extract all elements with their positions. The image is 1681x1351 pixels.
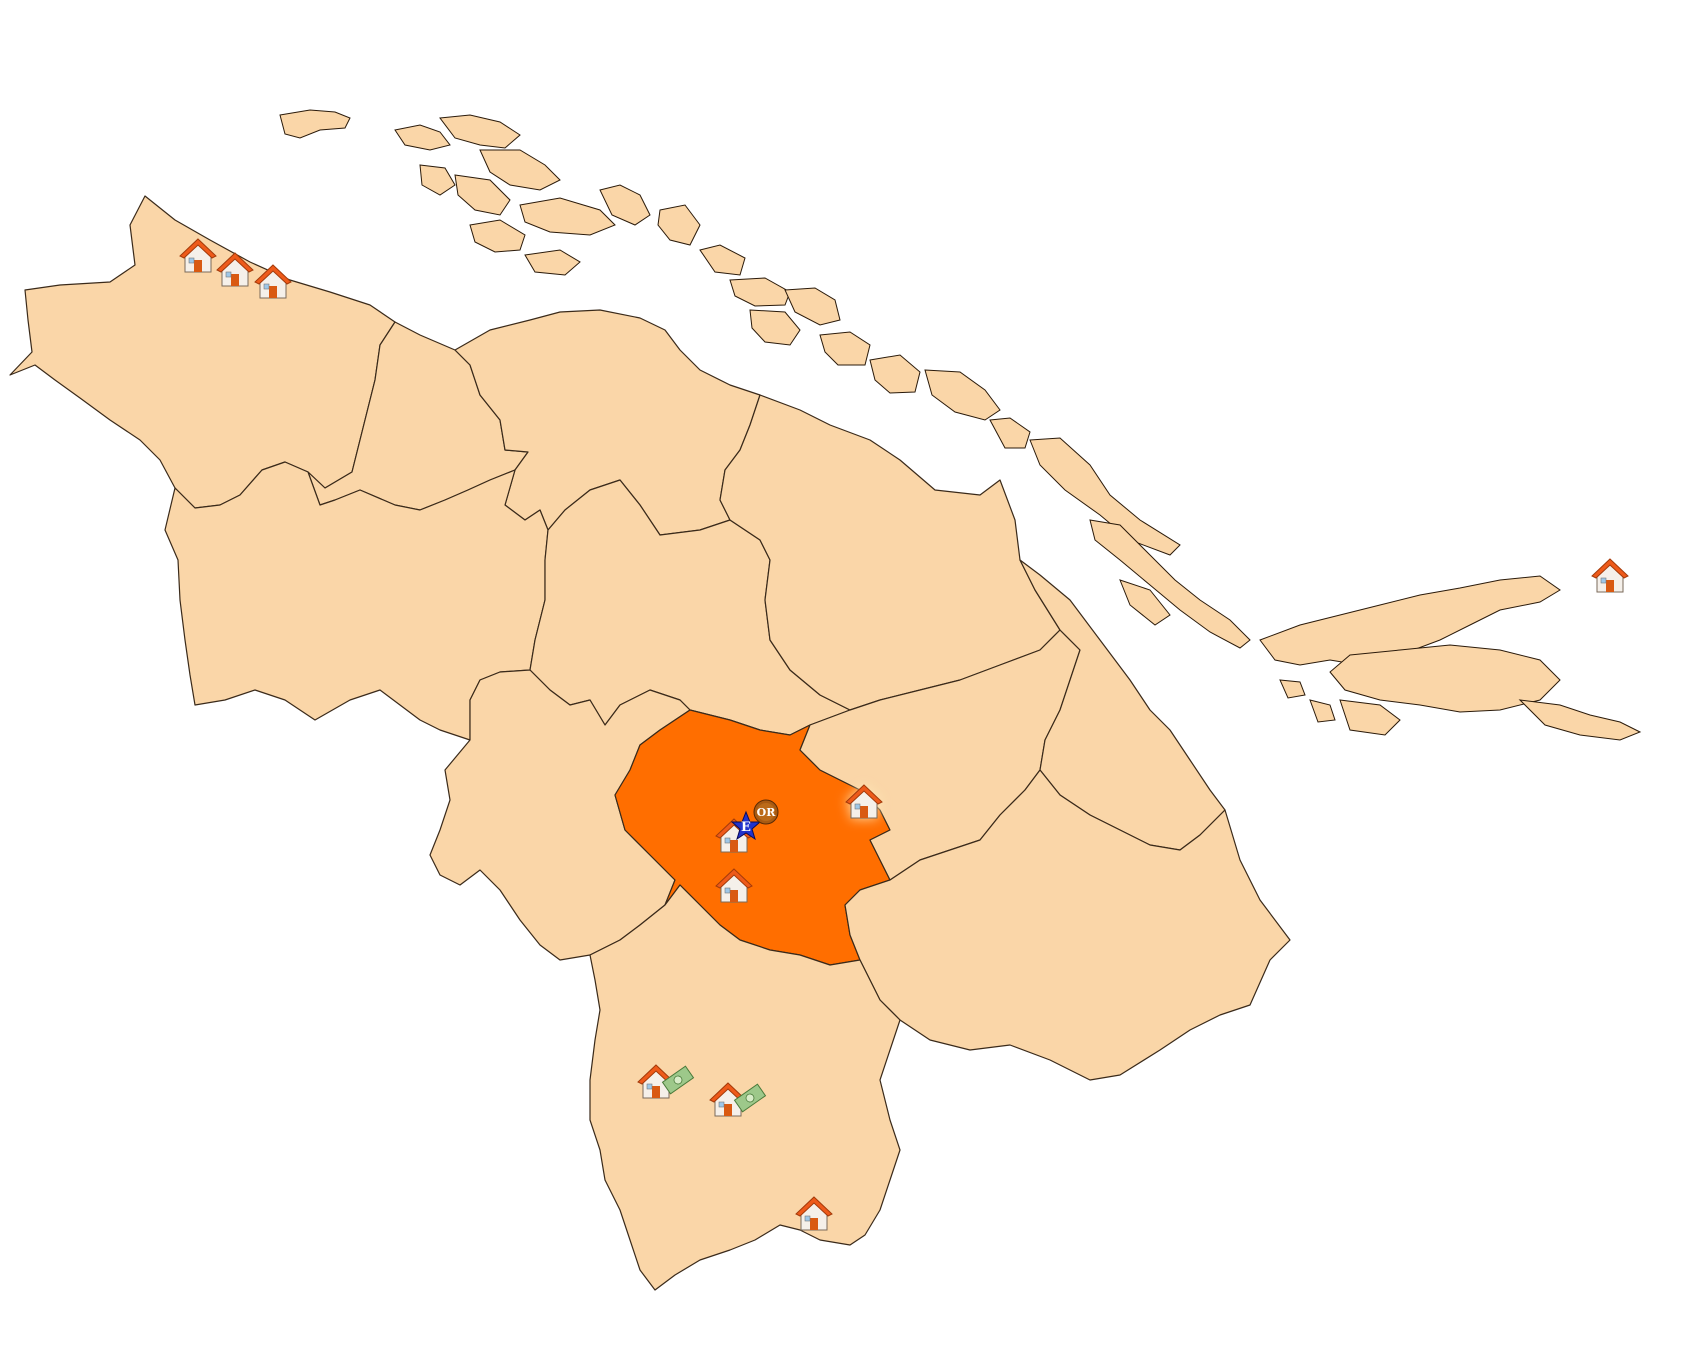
house-icon: [179, 238, 217, 273]
map-marker-4[interactable]: [1590, 556, 1630, 596]
map-marker-9[interactable]: [708, 1076, 768, 1122]
province-regions: [9, 195, 1291, 1291]
map-marker-1[interactable]: [178, 236, 218, 276]
house-icon: [216, 252, 254, 287]
region-south[interactable]: [589, 884, 901, 1291]
map-marker-5[interactable]: E OR: [714, 798, 784, 858]
house-icon: [1591, 558, 1629, 593]
house-icon: [254, 264, 292, 299]
map-marker-8[interactable]: [636, 1058, 696, 1104]
map-marker-10[interactable]: [794, 1194, 834, 1234]
money-icon: [661, 1065, 695, 1095]
circle-badge-label: OR: [757, 806, 777, 819]
map-marker-6[interactable]: [844, 782, 884, 822]
northern-cays: [279, 109, 1642, 741]
map-marker-2[interactable]: [215, 250, 255, 290]
house-icon: E OR: [715, 799, 779, 853]
map-marker-7[interactable]: [714, 866, 754, 906]
star-badge-label: E: [741, 820, 751, 835]
map-marker-3[interactable]: [253, 262, 293, 302]
house-icon: [845, 784, 883, 819]
house-icon: [637, 1064, 695, 1099]
house-icon: [795, 1196, 833, 1231]
star-badge: E: [730, 810, 762, 841]
region-southeast[interactable]: [844, 769, 1291, 1081]
circle-badge: OR: [753, 799, 779, 825]
house-icon: [715, 868, 753, 903]
house-icon: [709, 1082, 767, 1117]
money-icon: [733, 1083, 767, 1113]
